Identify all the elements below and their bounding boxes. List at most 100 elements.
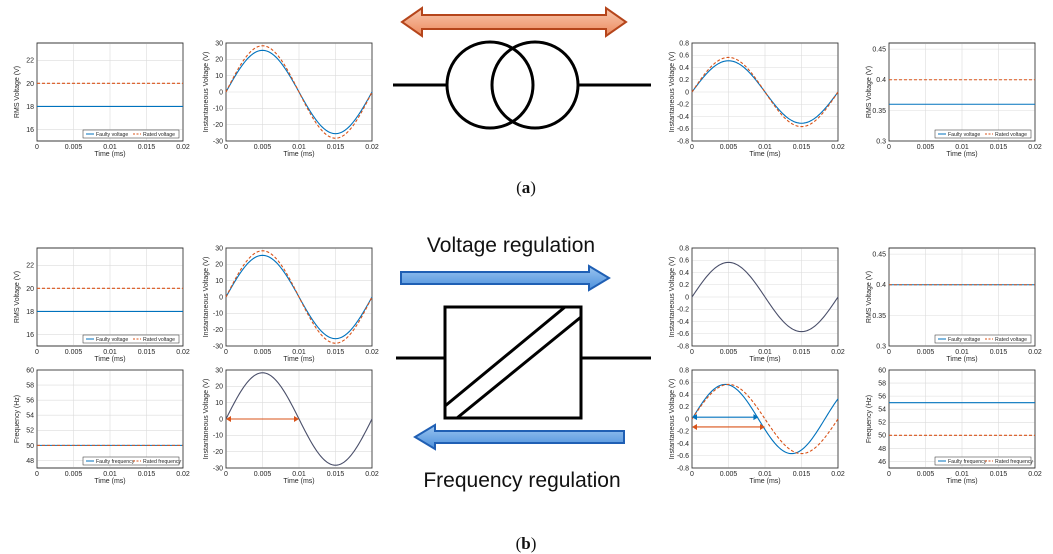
series-line-1 (225, 250, 373, 344)
x-axis-label: Time (ms) (749, 356, 780, 363)
plot-rms-voltage-a-left: 0 0.005 0.01 0.015 0.02 16 18 20 22 Time (ms) RMS … (14, 42, 190, 158)
y-tick-label: 0.3 (876, 343, 886, 350)
x-tick-label: 0 (690, 471, 694, 478)
y-tick-label: 10 (215, 278, 223, 285)
x-tick-label: 0.015 (990, 349, 1008, 356)
y-tick-label: 30 (215, 367, 223, 374)
y-tick-label: -0.6 (677, 331, 689, 338)
y-axis-label: Instantaneous Voltage (V) (669, 379, 676, 460)
y-tick-label: 22 (26, 58, 34, 65)
transformer-primary-winding (445, 40, 535, 130)
y-tick-label: -30 (213, 138, 223, 145)
y-tick-label: 0.2 (679, 77, 689, 84)
y-tick-label: 48 (26, 458, 34, 465)
x-tick-label: 0.005 (720, 349, 738, 356)
x-tick-label: 0.005 (917, 349, 935, 356)
x-axis-label: Time (ms) (94, 356, 125, 363)
bidirectional-arrow-icon (400, 6, 628, 38)
x-axis-label: Time (ms) (283, 151, 314, 158)
period-arrow-head-left (692, 423, 697, 430)
y-tick-label: 56 (878, 394, 886, 401)
x-tick-label: 0.02 (1028, 471, 1042, 478)
legend-entry: Rated voltage (995, 132, 1027, 138)
x-tick-label: 0 (224, 144, 228, 151)
converter-box (443, 305, 583, 420)
y-tick-label: 0.4 (679, 392, 689, 399)
y-tick-label: 22 (26, 263, 34, 270)
y-tick-label: 20 (215, 57, 223, 64)
y-tick-label: 0.6 (679, 380, 689, 387)
plot-rms-voltage-b-right: 0 0.005 0.01 0.015 0.02 0.3 0.35 0.4 0.45 Time (m… (866, 247, 1042, 363)
x-tick-label: 0.02 (365, 349, 379, 356)
x-tick-label: 0.015 (327, 471, 345, 478)
y-tick-label: 10 (215, 73, 223, 80)
plot-border (888, 42, 1036, 142)
x-tick-label: 0.02 (176, 471, 190, 478)
series-line-0 (691, 383, 839, 455)
x-axis-label: Time (ms) (946, 356, 977, 363)
x-tick-label: 0.005 (254, 349, 272, 356)
y-tick-label: 0.4 (876, 77, 886, 84)
y-axis-label: Frequency (Hz) (14, 395, 21, 443)
y-tick-label: -0.8 (677, 465, 689, 472)
x-tick-label: 0.02 (831, 471, 845, 478)
y-axis-label: Instantaneous Voltage (V) (669, 257, 676, 338)
y-tick-label: -0.2 (677, 102, 689, 109)
x-tick-label: 0.01 (758, 471, 772, 478)
caption-a: (a) (516, 178, 536, 197)
x-axis-label: Time (ms) (283, 356, 314, 363)
x-tick-label: 0.005 (917, 471, 935, 478)
y-tick-label: -20 (213, 449, 223, 456)
legend-box (934, 334, 1032, 344)
y-tick-label: 0.8 (679, 367, 689, 374)
y-tick-label: 0.2 (679, 282, 689, 289)
legend-box (934, 456, 1032, 466)
y-tick-label: 0.4 (679, 65, 689, 72)
x-tick-label: 0.015 (990, 144, 1008, 151)
y-tick-label: -0.8 (677, 343, 689, 350)
x-tick-label: 0.01 (758, 349, 772, 356)
x-tick-label: 0.015 (793, 471, 811, 478)
x-tick-label: 0.02 (831, 349, 845, 356)
y-tick-label: 0.4 (679, 270, 689, 277)
x-axis-label: Time (ms) (283, 478, 314, 485)
x-tick-label: 0.005 (65, 471, 83, 478)
plot-frequency-b-left: 0 0.005 0.01 0.015 0.02 48 50 52 54 56 58 60 Time (m… (14, 367, 190, 485)
y-tick-label: -20 (213, 327, 223, 334)
series-line-1 (225, 45, 373, 139)
legend-entry: Rated frequency (143, 459, 181, 465)
y-tick-label: -30 (213, 465, 223, 472)
x-tick-label: 0.005 (65, 349, 83, 356)
x-tick-label: 0.01 (955, 349, 969, 356)
x-tick-label: 0.02 (365, 471, 379, 478)
plot-border (36, 369, 184, 469)
y-tick-label: 30 (215, 245, 223, 252)
x-axis-label: Time (ms) (94, 151, 125, 158)
x-tick-label: 0.02 (1028, 144, 1042, 151)
legend-entry: Rated voltage (995, 337, 1027, 343)
y-tick-label: -10 (213, 106, 223, 113)
x-tick-label: 0.01 (955, 471, 969, 478)
x-tick-label: 0 (224, 471, 228, 478)
y-tick-label: -0.2 (677, 429, 689, 436)
y-axis-label: RMS Voltage (V) (866, 66, 873, 118)
period-arrow-head-right (760, 423, 765, 430)
y-axis-label: Instantaneous Voltage (V) (203, 257, 210, 338)
x-tick-label: 0.015 (793, 144, 811, 151)
x-tick-label: 0.01 (292, 349, 306, 356)
legend-entry: Faulty voltage (96, 132, 128, 138)
y-tick-label: 0 (219, 416, 223, 423)
y-tick-label: 58 (26, 382, 34, 389)
legend-box (82, 334, 180, 344)
y-axis-label: Instantaneous Voltage (V) (203, 379, 210, 460)
y-tick-label: -30 (213, 343, 223, 350)
x-tick-label: 0.005 (917, 144, 935, 151)
plot-border (36, 247, 184, 347)
x-tick-label: 0.015 (990, 471, 1008, 478)
frequency-regulation-label: Frequency regulation (423, 469, 620, 492)
plot-rms-voltage-a-right: 0 0.005 0.01 0.015 0.02 0.3 0.35 0.4 0.45 Time (m… (866, 42, 1042, 158)
x-tick-label: 0.01 (955, 144, 969, 151)
y-tick-label: 0.35 (872, 108, 886, 115)
x-tick-label: 0.005 (720, 144, 738, 151)
